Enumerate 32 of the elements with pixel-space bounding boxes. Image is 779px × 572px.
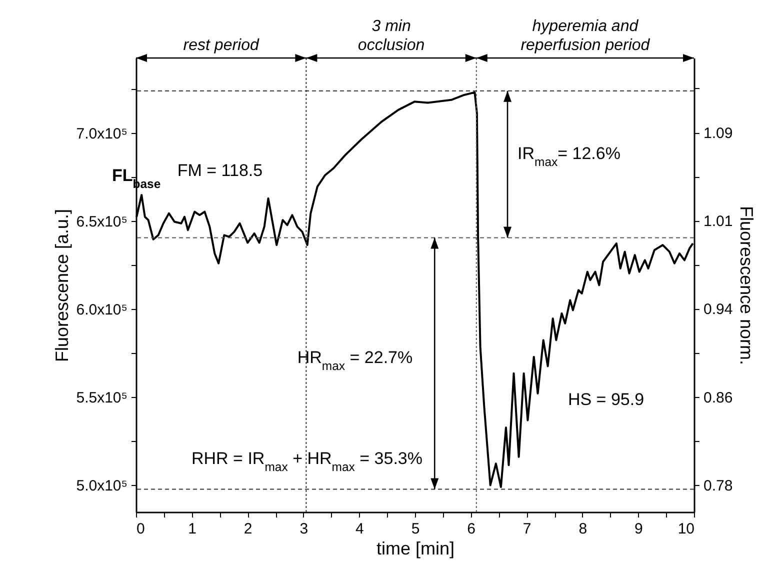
- annotation: FM = 118.5: [177, 161, 263, 180]
- x-tick-label: 1: [188, 520, 196, 538]
- x-tick-label: 5: [411, 520, 420, 538]
- x-tick-label: 3: [300, 520, 308, 538]
- y2-axis-title: Fluorescence norm.: [736, 206, 757, 366]
- y2-tick-label: 0.94: [704, 301, 733, 318]
- y2-tick-label: 0.78: [704, 477, 733, 494]
- x-tick-label: 0: [136, 520, 145, 538]
- x-tick-label: 4: [356, 520, 364, 538]
- text: 3 min occlusion: [358, 18, 425, 54]
- y2-tick-label: 1.09: [704, 125, 733, 142]
- x-tick-label: 7: [522, 520, 532, 538]
- x-tick-label: 6: [467, 520, 476, 538]
- x-tick-label: 9: [634, 520, 643, 538]
- annotation: HS = 95.9: [568, 390, 644, 409]
- text: rest period: [183, 37, 260, 54]
- y-tick-label: 6.0x10⁵: [76, 302, 128, 319]
- x-tick-label: 10: [678, 520, 694, 538]
- x-axis-title: time [min]: [376, 538, 455, 558]
- y-tick-label: 5.5x10⁵: [76, 390, 128, 407]
- annotation: RHR = IR$_{max}$ + HR$_{max}$ = 35.3%: [192, 449, 422, 474]
- y-tick-label: 7.0x10⁵: [76, 126, 128, 143]
- y2-tick-label: 1.01: [704, 213, 733, 230]
- x-tick-label: 8: [578, 520, 588, 538]
- annotation: HR$_{max}$ = 22.7%: [297, 348, 413, 373]
- y-tick-label: 6.5x10⁵: [76, 214, 128, 231]
- x-tick-label: 2: [244, 520, 252, 538]
- y2-tick-label: 0.86: [704, 389, 733, 406]
- text: hyperemia and reperfusion period: [520, 18, 651, 54]
- y-tick-label: 5.0x10⁵: [76, 478, 128, 495]
- annotation: IR$_{max}$= 12.6%: [518, 144, 620, 169]
- y-axis-title: Fluorescence [a.u.]: [52, 208, 72, 362]
